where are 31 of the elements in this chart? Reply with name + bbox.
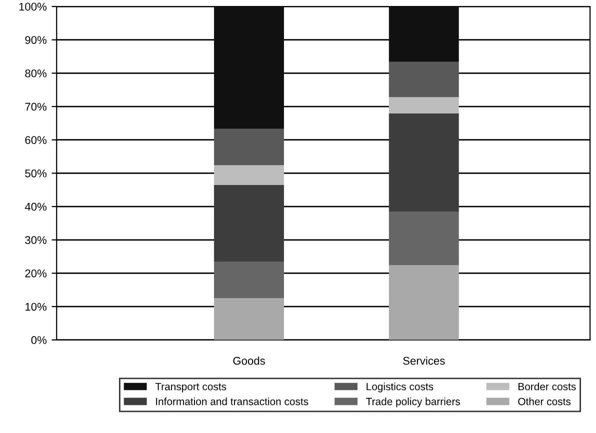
bar [388,265,459,340]
legend-label: Logistics costs [366,382,434,392]
x-tick-label: Goods [233,356,265,365]
y-tick-label: 10% [26,302,47,311]
legend-label: Other costs [518,398,571,406]
y-tick-label: 40% [24,202,47,211]
bar [388,114,459,212]
bar [388,212,459,266]
x-tick-label: Services [403,356,445,365]
legend-label: Transport costs [155,383,226,392]
bar [214,6,284,129]
bar [214,165,284,185]
y-tick-label: 20% [25,269,47,278]
y-tick-label: 0% [31,336,47,344]
bar [214,262,284,298]
y-tick-label: 50% [25,169,47,178]
bar [388,62,459,98]
y-tick-label: 60% [25,136,47,144]
y-tick-label: 90% [25,36,47,44]
y-tick-label: 100% [19,2,47,11]
bar [214,128,284,166]
legend-label: Information and transaction costs [156,398,308,406]
y-tick-label: 80% [25,69,47,78]
bar [214,184,284,262]
bar [214,298,284,340]
bar [388,97,459,114]
bar [388,6,459,62]
legend-label: Border costs [518,382,576,390]
y-tick-label: 30% [25,236,47,244]
y-tick-label: 70% [25,102,47,111]
legend-label: Trade policy barriers [366,398,460,408]
